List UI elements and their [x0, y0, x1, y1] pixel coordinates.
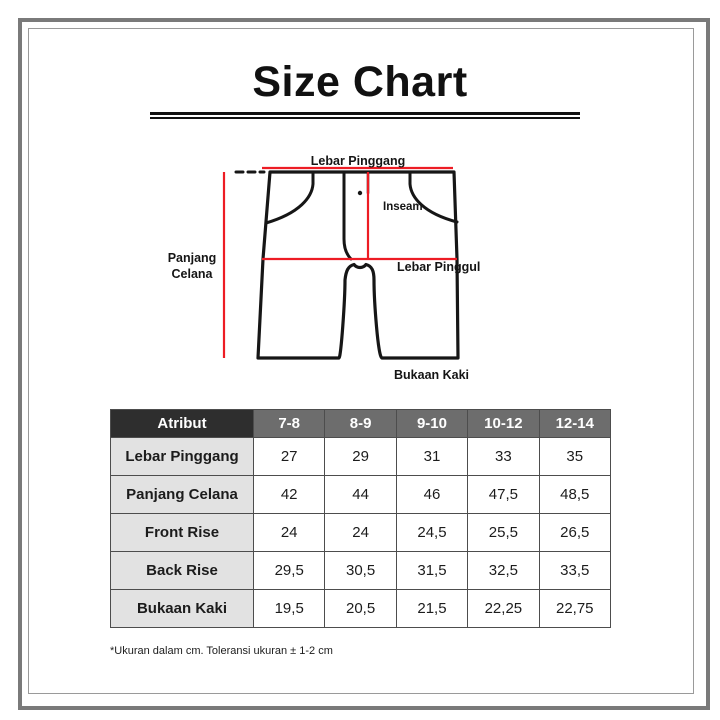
svg-text:Lebar Pinggul: Lebar Pinggul — [397, 260, 480, 274]
svg-text:Panjang: Panjang — [168, 251, 217, 265]
svg-text:Lebar Pinggang: Lebar Pinggang — [311, 154, 405, 168]
svg-text:Inseam: Inseam — [383, 201, 423, 213]
svg-text:Bukaan Kaki: Bukaan Kaki — [394, 368, 469, 382]
svg-text:Celana: Celana — [172, 267, 214, 281]
